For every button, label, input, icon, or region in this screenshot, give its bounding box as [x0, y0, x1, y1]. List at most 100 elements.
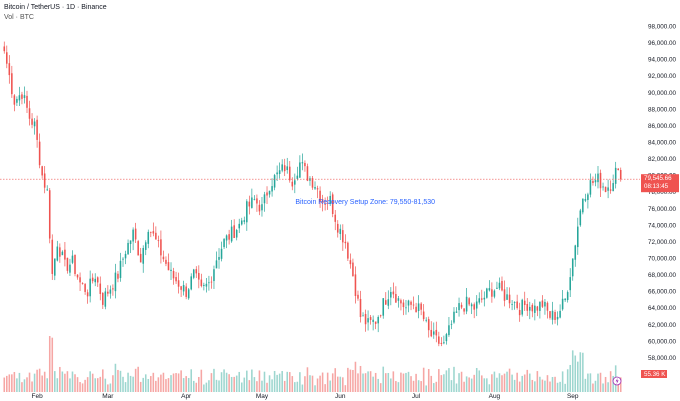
candle-body [523, 300, 526, 306]
volume-bar [304, 376, 306, 392]
volume-bar [612, 375, 614, 392]
candle-body [122, 258, 124, 260]
candle-body [256, 198, 258, 204]
candle-body [556, 316, 559, 320]
volume-bar [99, 376, 102, 392]
volume-bar [71, 371, 74, 392]
candle-body [139, 253, 142, 263]
candle-body [253, 198, 256, 200]
volume-bar [506, 371, 508, 392]
volume-bar [402, 373, 405, 392]
candle-body [400, 300, 402, 304]
volume-bar [354, 361, 357, 392]
candle-body [438, 336, 440, 344]
volume-bar [155, 380, 157, 392]
candle-body [321, 199, 324, 203]
volume-bar [31, 381, 33, 392]
volume-bar [483, 378, 486, 392]
volume-bar [539, 376, 541, 392]
candle-body [402, 302, 405, 308]
candle-body [134, 228, 137, 240]
candle-body [81, 283, 84, 284]
candle-body [215, 260, 218, 269]
volume-bar [294, 382, 296, 392]
candle-body [26, 95, 28, 108]
volume-bar [238, 371, 241, 392]
candle-body [91, 277, 94, 282]
candle-body [405, 307, 407, 309]
volume-bar [526, 369, 529, 392]
candle-body [172, 271, 175, 279]
candle-body [28, 108, 31, 119]
volume-bar [28, 372, 31, 392]
candle-body [228, 234, 230, 240]
volume-bar [604, 376, 607, 392]
candle-body [94, 278, 97, 283]
candle-body [420, 303, 422, 310]
volume-bar [582, 352, 584, 392]
volume-bar [21, 382, 23, 392]
candle-body [427, 319, 430, 331]
volume-bar [251, 369, 253, 392]
volume-bar [508, 368, 511, 392]
candle-body [109, 289, 112, 294]
volume-bar [478, 370, 481, 392]
candle-body [89, 278, 91, 297]
volume-bar [263, 371, 266, 392]
volume-bar [443, 374, 445, 392]
candle-body [160, 239, 162, 256]
volume-bar [107, 384, 109, 392]
volume-bar [566, 369, 569, 392]
last-price-tag-bg [641, 174, 679, 193]
volume-bar [89, 371, 91, 392]
candle-body [480, 298, 483, 300]
candle-body [390, 291, 392, 298]
candle-body [349, 260, 352, 265]
volume-bar [81, 383, 84, 392]
volume-bar [367, 371, 369, 392]
candle-body [276, 172, 278, 175]
candle-body [445, 334, 448, 342]
candle-body [187, 289, 190, 299]
volume-bar [18, 372, 21, 392]
volume-bar [175, 373, 177, 392]
volume-bar [561, 371, 564, 392]
candle-body [541, 300, 544, 307]
candle-body [387, 299, 390, 306]
candle-body [311, 178, 314, 188]
candle-body [432, 331, 435, 335]
volume-bar [26, 377, 28, 392]
volume-bar [369, 371, 372, 392]
candle-body [261, 204, 263, 211]
candle-body [612, 183, 614, 192]
x-tick-label: Feb [32, 393, 44, 400]
candle-body [281, 164, 283, 171]
candle-body [579, 210, 582, 226]
candle-body [614, 167, 617, 184]
volume-bar [554, 376, 556, 392]
volume-last-value: 55.36 K [644, 371, 666, 378]
candle-body [23, 95, 26, 98]
candle-body [483, 297, 486, 300]
candle-body [294, 180, 296, 185]
volume-bar [387, 372, 390, 392]
volume-bar [124, 382, 127, 392]
candle-body [468, 298, 470, 305]
candle-body [395, 294, 397, 303]
volume-bar [144, 374, 147, 392]
y-tick-label: 66,000.00 [648, 289, 677, 296]
candle-body [165, 259, 167, 264]
bolt-icon[interactable] [612, 376, 622, 386]
chart-title: Bitcoin / TetherUS · 1D · Binance [4, 4, 107, 11]
volume-bar [281, 371, 283, 392]
volume-bar [286, 371, 289, 392]
candle-body [66, 257, 69, 271]
volume-bar [480, 375, 483, 392]
volume-bar [450, 380, 453, 392]
candle-body [129, 240, 132, 245]
x-tick-label: Aug [489, 393, 501, 400]
volume-bar [86, 377, 89, 392]
candle-body [314, 187, 316, 189]
volume-bar [91, 373, 94, 392]
